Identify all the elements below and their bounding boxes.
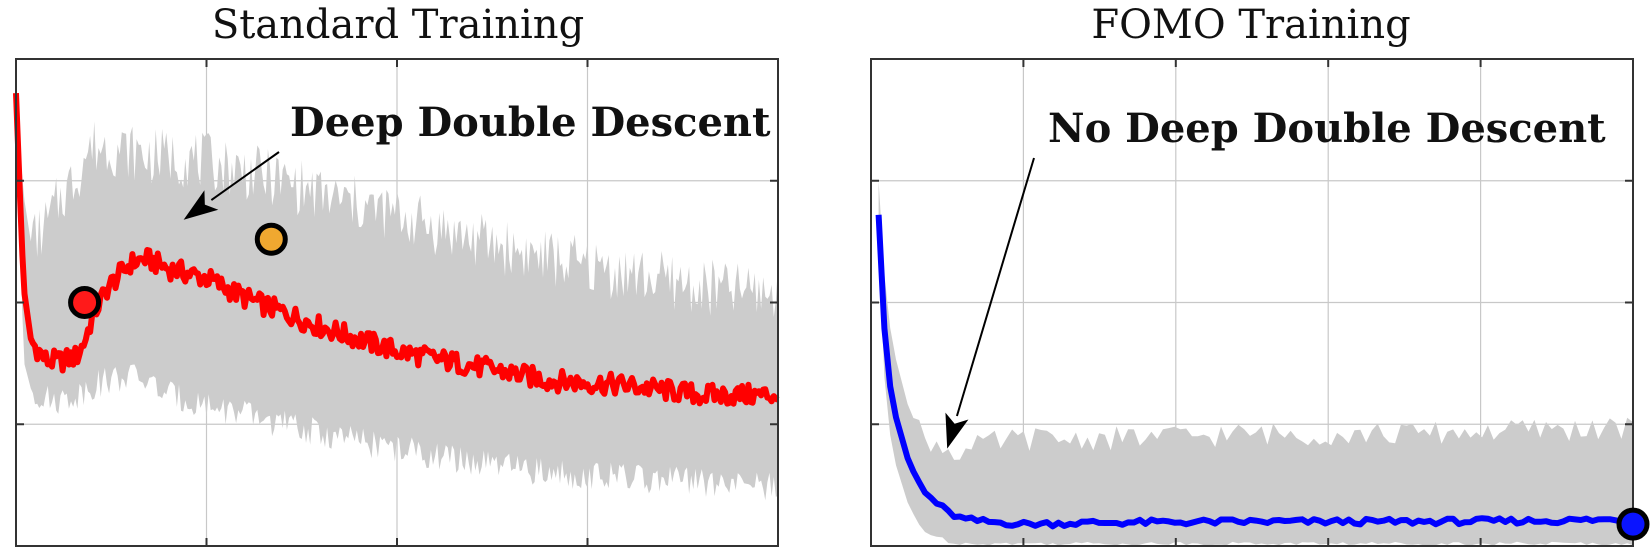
blue-marker [1616, 507, 1650, 541]
standard-ticks [16, 59, 778, 546]
deep-double-descent-arrowhead [183, 190, 219, 220]
standard-training-title: Standard Training [212, 2, 584, 48]
fomo-training-title: FOMO Training [1091, 2, 1410, 48]
fomo-variance-band [878, 180, 1633, 546]
standard-variance-band [16, 93, 778, 501]
no-deep-double-descent-arrowhead [945, 412, 969, 449]
standard-training-line [13, 92, 780, 407]
orange-marker [254, 222, 288, 256]
no-deep-double-descent-label: No Deep Double Descent [1048, 105, 1606, 152]
deep-double-descent-label: Deep Double Descent [290, 99, 771, 146]
red-marker [68, 286, 102, 319]
fomo-training-line [875, 214, 1634, 530]
standard-training-panel: Standard Training Deep Double Descent [13, 2, 780, 547]
fomo-ticks [871, 59, 1633, 546]
fomo-training-panel: FOMO Training No Deep Double Descent [870, 2, 1650, 547]
no-deep-double-descent-arrow [955, 157, 1035, 417]
deep-double-descent-arrow [210, 151, 280, 201]
